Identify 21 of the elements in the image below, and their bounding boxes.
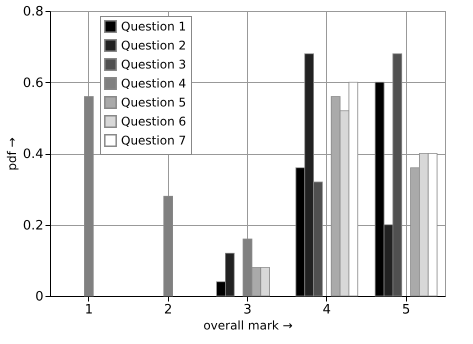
y-tick-label: 0.8 <box>22 4 44 20</box>
bar <box>163 196 173 296</box>
y-tick-label: 0.4 <box>22 147 44 162</box>
x-axis-title: overall mark → <box>203 318 293 332</box>
y-tick-label: 0.2 <box>22 218 44 234</box>
x-tick-label: 5 <box>402 302 410 318</box>
y-tick-label: 0 <box>35 290 44 304</box>
legend-label: Question 7 <box>121 134 186 148</box>
x-tick-label: 3 <box>243 302 252 318</box>
x-tick-label: 1 <box>84 302 94 318</box>
x-tick-label: 4 <box>322 302 331 318</box>
legend-label: Question 1 <box>121 20 186 34</box>
y-axis-title: pdf → <box>4 137 19 171</box>
legend-label: Question 6 <box>121 114 186 128</box>
bar <box>84 96 94 296</box>
legend-label: Question 4 <box>121 76 186 90</box>
y-tick-label: 0.6 <box>22 76 44 91</box>
legend-label: Question 5 <box>121 96 186 110</box>
legend-label: Question 3 <box>121 58 186 72</box>
legend-label: Question 2 <box>121 38 186 52</box>
x-tick-label: 2 <box>164 302 172 318</box>
